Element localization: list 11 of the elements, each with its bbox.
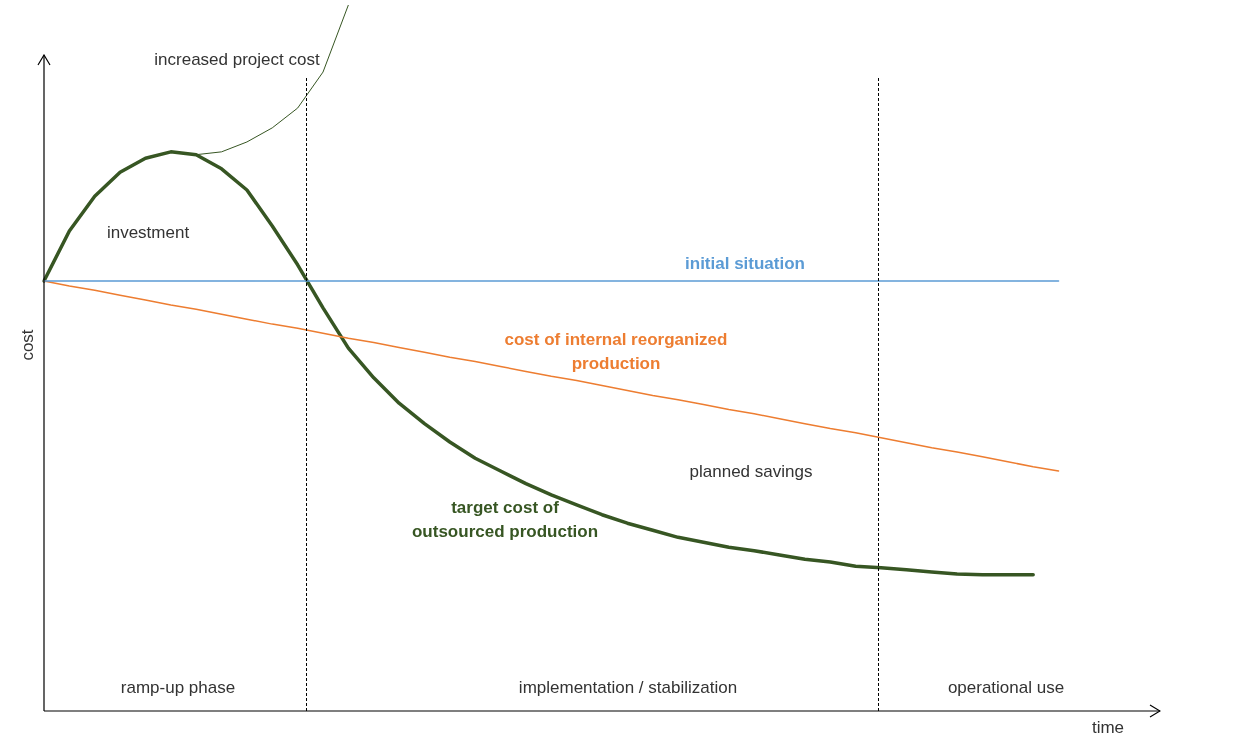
annotation: ramp-up phase: [120, 677, 236, 697]
annotation: operational use: [947, 677, 1065, 697]
series-label: cost of internal reorganized production: [504, 329, 728, 373]
y-axis-title: cost: [17, 329, 37, 361]
annotation: increased project cost: [154, 49, 320, 69]
x-axis-title: time: [1091, 717, 1125, 737]
series-label: initial situation: [685, 253, 805, 273]
series-label: target cost of outsourced production: [411, 497, 599, 541]
annotation: implementation / stabilization: [518, 677, 738, 697]
annotation: investment: [106, 222, 190, 242]
annotation: planned savings: [689, 461, 813, 481]
